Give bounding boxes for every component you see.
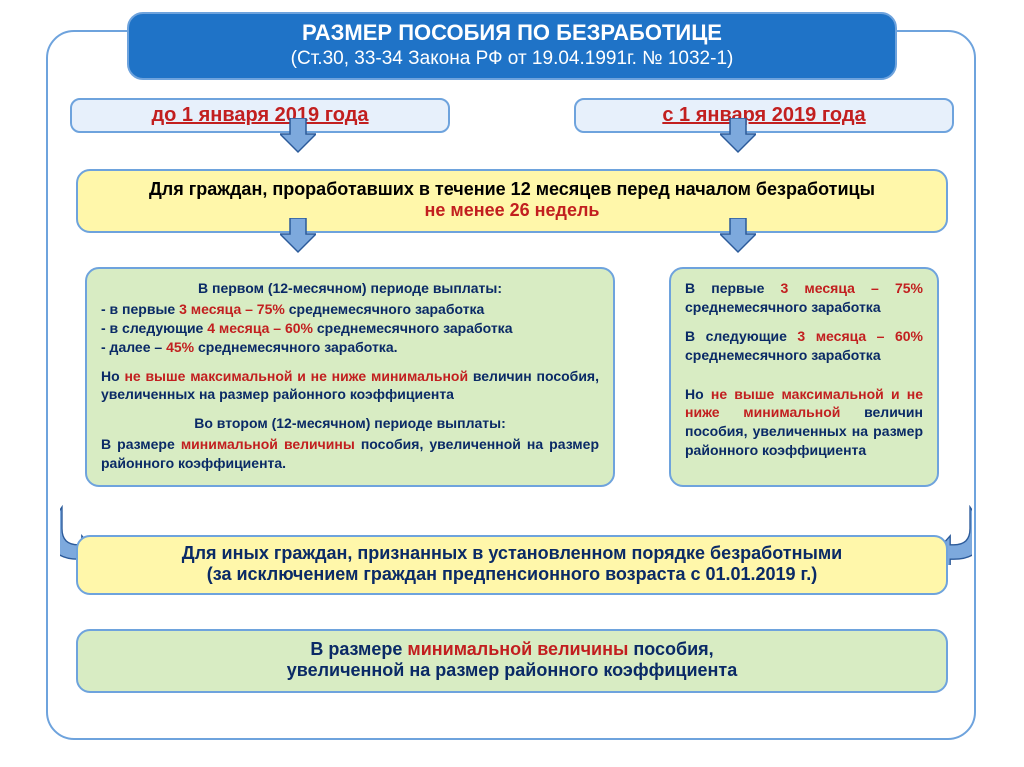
period-before: до 1 января 2019 года xyxy=(70,98,450,133)
other-line1: Для иных граждан, признанных в установле… xyxy=(92,543,932,564)
rate-line-1: В первые 3 месяца – 75% среднемесячного … xyxy=(685,279,923,317)
criteria-line2: не менее 26 недель xyxy=(92,200,932,221)
arrow-down-icon xyxy=(280,118,316,154)
other-line2: (за исключением граждан предпенсионного … xyxy=(92,564,932,585)
limit-note: Но не выше максимальной и не ниже минима… xyxy=(101,367,599,405)
rate-line-1: - в первые 3 месяца – 75% среднемесячног… xyxy=(101,300,599,319)
arrow-down-icon xyxy=(720,218,756,254)
final-line2: увеличенной на размер районного коэффици… xyxy=(92,660,932,681)
rate-line-3: - далее – 45% среднемесячного заработка. xyxy=(101,338,599,357)
period-after: с 1 января 2019 года xyxy=(574,98,954,133)
period1-title: В первом (12-месячном) периоде выплаты: xyxy=(101,279,599,298)
rate-line-2: В следующие 3 месяца – 60% среднемесячно… xyxy=(685,327,923,365)
period-row: до 1 января 2019 года с 1 января 2019 го… xyxy=(40,98,984,133)
limit-note: Но не выше максимальной и не ниже минима… xyxy=(685,385,923,461)
period2-title: Во втором (12-месячном) периоде выплаты: xyxy=(101,414,599,433)
final-box: В размере минимальной величины пособия, … xyxy=(76,629,948,693)
criteria-line1: Для граждан, проработавших в течение 12 … xyxy=(92,179,932,200)
title-main: РАЗМЕР ПОСОБИЯ ПО БЕЗРАБОТИЦЕ xyxy=(139,20,885,46)
final-line1: В размере минимальной величины пособия, xyxy=(92,639,932,660)
period2-text: В размере минимальной величины пособия, … xyxy=(101,435,599,473)
title-sub: (Ст.30, 33-34 Закона РФ от 19.04.1991г. … xyxy=(139,48,885,70)
other-citizens-box: Для иных граждан, признанных в установле… xyxy=(76,535,948,595)
details-row: В первом (12-месячном) периоде выплаты: … xyxy=(40,267,984,487)
rate-line-2: - в следующие 4 месяца – 60% среднемесяч… xyxy=(101,319,599,338)
arrow-down-icon xyxy=(280,218,316,254)
criteria-box: Для граждан, проработавших в течение 12 … xyxy=(76,169,948,233)
details-before: В первом (12-месячном) периоде выплаты: … xyxy=(85,267,615,487)
title-box: РАЗМЕР ПОСОБИЯ ПО БЕЗРАБОТИЦЕ (Ст.30, 33… xyxy=(127,12,897,80)
arrow-down-icon xyxy=(720,118,756,154)
details-after: В первые 3 месяца – 75% среднемесячного … xyxy=(669,267,939,487)
